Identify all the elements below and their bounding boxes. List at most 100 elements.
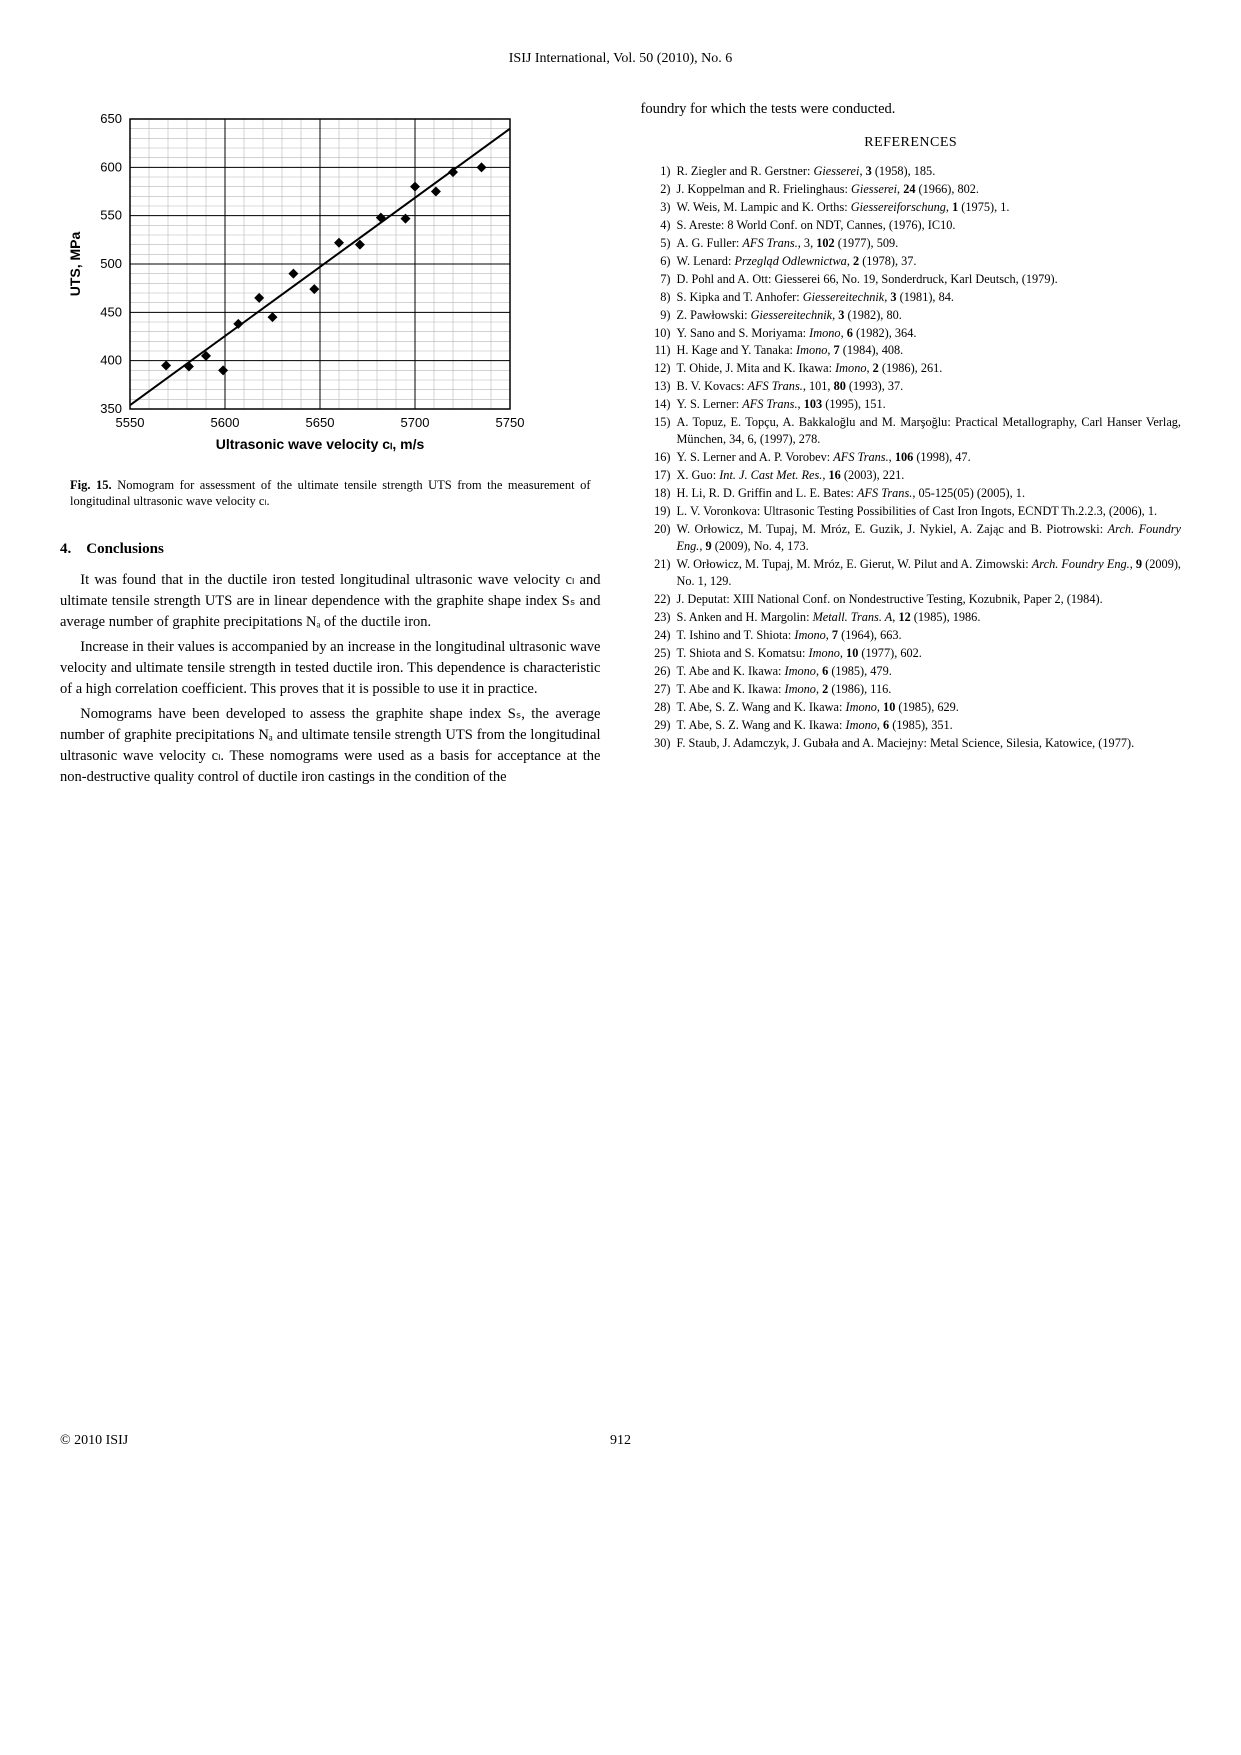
reference-text: D. Pohl and A. Ott: Giesserei 66, No. 19… (677, 271, 1182, 288)
reference-number: 1) (641, 163, 677, 180)
reference-item: 9)Z. Pawłowski: Giessereitechnik, 3 (198… (641, 307, 1182, 324)
svg-text:600: 600 (100, 159, 122, 174)
reference-number: 10) (641, 325, 677, 342)
reference-item: 17)X. Guo: Int. J. Cast Met. Res., 16 (2… (641, 467, 1182, 484)
reference-number: 4) (641, 217, 677, 234)
reference-item: 10)Y. Sano and S. Moriyama: Imono, 6 (19… (641, 325, 1182, 342)
reference-item: 11)H. Kage and Y. Tanaka: Imono, 7 (1984… (641, 342, 1182, 359)
reference-item: 13)B. V. Kovacs: AFS Trans., 101, 80 (19… (641, 378, 1182, 395)
svg-text:5650: 5650 (306, 415, 335, 430)
reference-text: T. Abe and K. Ikawa: Imono, 6 (1985), 47… (677, 663, 1182, 680)
reference-number: 17) (641, 467, 677, 484)
reference-number: 27) (641, 681, 677, 698)
reference-number: 26) (641, 663, 677, 680)
reference-number: 13) (641, 378, 677, 395)
reference-number: 7) (641, 271, 677, 288)
svg-text:UTS, MPa: UTS, MPa (67, 231, 83, 296)
reference-number: 8) (641, 289, 677, 306)
reference-number: 14) (641, 396, 677, 413)
reference-text: S. Anken and H. Margolin: Metall. Trans.… (677, 609, 1182, 626)
left-column: 5550560056505700575035040045050055060065… (60, 99, 601, 792)
reference-number: 6) (641, 253, 677, 270)
reference-text: T. Abe and K. Ikawa: Imono, 2 (1986), 11… (677, 681, 1182, 698)
reference-number: 18) (641, 485, 677, 502)
reference-number: 20) (641, 521, 677, 555)
svg-text:5600: 5600 (211, 415, 240, 430)
reference-number: 5) (641, 235, 677, 252)
reference-number: 11) (641, 342, 677, 359)
svg-text:5700: 5700 (401, 415, 430, 430)
reference-text: J. Koppelman and R. Frielinghaus: Giesse… (677, 181, 1182, 198)
reference-text: Y. Sano and S. Moriyama: Imono, 6 (1982)… (677, 325, 1182, 342)
figure-15: 5550560056505700575035040045050055060065… (60, 99, 601, 469)
reference-item: 15)A. Topuz, E. Topçu, A. Bakkaloğlu and… (641, 414, 1182, 448)
reference-text: H. Li, R. D. Griffin and L. E. Bates: AF… (677, 485, 1182, 502)
reference-item: 4)S. Areste: 8 World Conf. on NDT, Canne… (641, 217, 1182, 234)
reference-number: 23) (641, 609, 677, 626)
reference-item: 7)D. Pohl and A. Ott: Giesserei 66, No. … (641, 271, 1182, 288)
reference-number: 30) (641, 735, 677, 752)
footer-copyright: © 2010 ISIJ (60, 1432, 128, 1451)
reference-number: 16) (641, 449, 677, 466)
reference-text: B. V. Kovacs: AFS Trans., 101, 80 (1993)… (677, 378, 1182, 395)
reference-text: W. Orłowicz, M. Tupaj, M. Mróz, E. Gieru… (677, 556, 1182, 590)
reference-text: S. Areste: 8 World Conf. on NDT, Cannes,… (677, 217, 1182, 234)
svg-text:350: 350 (100, 401, 122, 416)
reference-number: 25) (641, 645, 677, 662)
reference-item: 20)W. Orłowicz, M. Tupaj, M. Mróz, E. Gu… (641, 521, 1182, 555)
two-column-layout: 5550560056505700575035040045050055060065… (60, 99, 1181, 792)
reference-number: 24) (641, 627, 677, 644)
reference-text: T. Shiota and S. Komatsu: Imono, 10 (197… (677, 645, 1182, 662)
reference-number: 29) (641, 717, 677, 734)
reference-text: L. V. Voronkova: Ultrasonic Testing Poss… (677, 503, 1182, 520)
reference-number: 15) (641, 414, 677, 448)
reference-item: 25)T. Shiota and S. Komatsu: Imono, 10 (… (641, 645, 1182, 662)
reference-text: W. Weis, M. Lampic and K. Orths: Giesser… (677, 199, 1182, 216)
svg-text:650: 650 (100, 111, 122, 126)
right-column: foundry for which the tests were conduct… (641, 99, 1182, 792)
reference-number: 12) (641, 360, 677, 377)
reference-text: W. Lenard: Przegląd Odlewnictwa, 2 (1978… (677, 253, 1182, 270)
reference-item: 3)W. Weis, M. Lampic and K. Orths: Giess… (641, 199, 1182, 216)
body-paragraph: It was found that in the ductile iron te… (60, 570, 601, 633)
reference-item: 18)H. Li, R. D. Griffin and L. E. Bates:… (641, 485, 1182, 502)
figure-caption: Fig. 15. Nomogram for assessment of the … (70, 477, 591, 510)
reference-text: Z. Pawłowski: Giessereitechnik, 3 (1982)… (677, 307, 1182, 324)
reference-text: J. Deputat: XIII National Conf. on Nonde… (677, 591, 1182, 608)
figure-caption-text: Nomogram for assessment of the ultimate … (70, 478, 591, 508)
reference-number: 28) (641, 699, 677, 716)
reference-text: W. Orłowicz, M. Tupaj, M. Mróz, E. Guzik… (677, 521, 1182, 555)
reference-number: 9) (641, 307, 677, 324)
svg-text:500: 500 (100, 256, 122, 271)
reference-item: 12)T. Ohide, J. Mita and K. Ikawa: Imono… (641, 360, 1182, 377)
svg-text:Ultrasonic wave velocity cₗ, m: Ultrasonic wave velocity cₗ, m/s (216, 436, 425, 452)
svg-text:450: 450 (100, 304, 122, 319)
reference-item: 19)L. V. Voronkova: Ultrasonic Testing P… (641, 503, 1182, 520)
reference-text: X. Guo: Int. J. Cast Met. Res., 16 (2003… (677, 467, 1182, 484)
body-paragraph: Nomograms have been developed to assess … (60, 704, 601, 788)
section-heading: 4. Conclusions (60, 539, 601, 559)
svg-text:5550: 5550 (116, 415, 145, 430)
reference-text: F. Staub, J. Adamczyk, J. Gubała and A. … (677, 735, 1182, 752)
svg-text:550: 550 (100, 208, 122, 223)
references-list: 1)R. Ziegler and R. Gerstner: Giesserei,… (641, 163, 1182, 752)
right-intro: foundry for which the tests were conduct… (641, 99, 1182, 120)
reference-text: S. Kipka and T. Anhofer: Giessereitechni… (677, 289, 1182, 306)
reference-text: Y. S. Lerner and A. P. Vorobev: AFS Tran… (677, 449, 1182, 466)
reference-text: T. Ohide, J. Mita and K. Ikawa: Imono, 2… (677, 360, 1182, 377)
footer-page-number: 912 (610, 1432, 631, 1451)
chart-svg: 5550560056505700575035040045050055060065… (60, 99, 530, 469)
reference-item: 30)F. Staub, J. Adamczyk, J. Gubała and … (641, 735, 1182, 752)
reference-item: 23)S. Anken and H. Margolin: Metall. Tra… (641, 609, 1182, 626)
reference-item: 29)T. Abe, S. Z. Wang and K. Ikawa: Imon… (641, 717, 1182, 734)
reference-number: 22) (641, 591, 677, 608)
reference-item: 27)T. Abe and K. Ikawa: Imono, 2 (1986),… (641, 681, 1182, 698)
reference-item: 1)R. Ziegler and R. Gerstner: Giesserei,… (641, 163, 1182, 180)
page-footer: © 2010 ISIJ 912 (60, 1432, 1181, 1451)
reference-item: 16)Y. S. Lerner and A. P. Vorobev: AFS T… (641, 449, 1182, 466)
reference-text: T. Abe, S. Z. Wang and K. Ikawa: Imono, … (677, 699, 1182, 716)
reference-item: 22)J. Deputat: XIII National Conf. on No… (641, 591, 1182, 608)
references-heading: REFERENCES (641, 134, 1182, 153)
reference-item: 6)W. Lenard: Przegląd Odlewnictwa, 2 (19… (641, 253, 1182, 270)
conclusions-body: It was found that in the ductile iron te… (60, 570, 601, 788)
